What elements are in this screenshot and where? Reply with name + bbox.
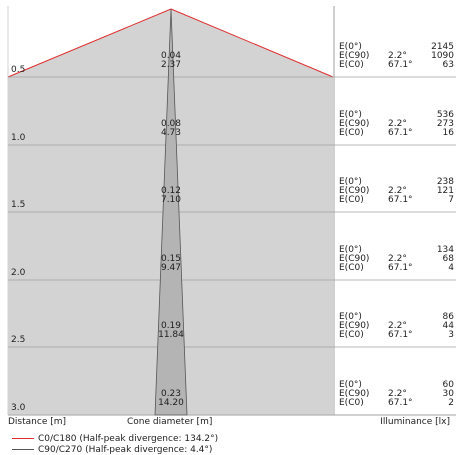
ec0-value: 3 [448, 330, 454, 340]
distance-label: 2.0 [11, 268, 26, 278]
ec90-value: 44 [443, 321, 455, 331]
ec90-label: E(C90) [339, 254, 369, 264]
e0-value: 134 [437, 245, 454, 255]
legend-swatch-c0-c180 [12, 438, 34, 439]
angle-c0-label: 67.1° [388, 398, 413, 408]
distance-axis-title: Distance [m] [8, 417, 67, 427]
c90-diameter-label: 0.19 [161, 321, 181, 331]
c90-diameter-label: 0.12 [161, 186, 181, 196]
distance-label: 2.5 [11, 335, 25, 345]
distance-label: 1.5 [11, 200, 25, 210]
ec90-value: 1090 [431, 51, 454, 61]
angle-c90-label: 2.2° [388, 254, 407, 264]
legend-label-c90-c270: C90/C270 (Half-peak divergence: 4.4°) [38, 445, 213, 455]
legend-item-c0-c180: C0/C180 (Half-peak divergence: 134.2°) [12, 434, 218, 444]
legend-label-c0-c180: C0/C180 (Half-peak divergence: 134.2°) [38, 434, 219, 444]
c0-diameter-label: 4.73 [161, 128, 181, 138]
angle-c90-label: 2.2° [388, 51, 407, 61]
ec0-value: 4 [448, 263, 454, 273]
angle-c90-label: 2.2° [388, 119, 407, 129]
c0-c180-right-edge [170, 8, 334, 78]
distance-label: 3.0 [11, 403, 26, 413]
ec0-label: E(C0) [339, 330, 364, 340]
ec90-label: E(C90) [339, 321, 369, 331]
cone-diagram: 0.50.042.37E(0°)E(C90)E(C0)2.2°67.1°2145… [7, 6, 456, 416]
distance-label: 1.0 [11, 133, 26, 143]
e0-label: E(0°) [339, 245, 362, 255]
angle-c0-label: 67.1° [388, 128, 413, 138]
ec0-value: 2 [448, 398, 454, 408]
e0-value: 86 [443, 312, 455, 322]
c90-diameter-label: 0.04 [161, 51, 181, 61]
c0-diameter-label: 2.37 [161, 60, 181, 70]
c0-diameter-label: 7.10 [161, 195, 181, 205]
e0-label: E(0°) [339, 110, 362, 120]
c0-c180-left-edge [7, 8, 172, 78]
e0-value: 2145 [431, 42, 454, 52]
c90-diameter-label: 0.08 [161, 119, 181, 129]
c90-diameter-label: 0.15 [161, 254, 181, 264]
ec0-value: 16 [443, 128, 455, 138]
e0-value: 536 [437, 110, 454, 120]
legend-swatch-c90-c270 [12, 449, 34, 450]
ec90-value: 273 [437, 119, 454, 129]
cone-diameter-axis-title: Cone diameter [m] [127, 417, 213, 427]
distance-label: 0.5 [11, 65, 25, 75]
e0-label: E(0°) [339, 42, 362, 52]
e0-value: 60 [443, 380, 455, 390]
c0-diameter-label: 14.20 [158, 398, 184, 408]
ec0-value: 7 [448, 195, 454, 205]
e0-label: E(0°) [339, 380, 362, 390]
ec0-label: E(C0) [339, 398, 364, 408]
ec0-label: E(C0) [339, 60, 364, 70]
c0-diameter-label: 11.84 [158, 330, 184, 340]
ec0-label: E(C0) [339, 263, 364, 273]
ec0-label: E(C0) [339, 128, 364, 138]
c90-c270-cone-area [154, 8, 188, 416]
e0-label: E(0°) [339, 177, 362, 187]
angle-c90-label: 2.2° [388, 321, 407, 331]
angle-c0-label: 67.1° [388, 263, 413, 273]
ec90-value: 121 [437, 186, 454, 196]
ec90-label: E(C90) [339, 51, 369, 61]
e0-value: 238 [437, 177, 454, 187]
angle-c90-label: 2.2° [388, 186, 407, 196]
legend-item-c90-c270: C90/C270 (Half-peak divergence: 4.4°) [12, 445, 212, 455]
ec90-value: 30 [443, 389, 455, 399]
angle-c0-label: 67.1° [388, 60, 413, 70]
ec90-label: E(C90) [339, 389, 369, 399]
ec90-label: E(C90) [339, 119, 369, 129]
ec0-label: E(C0) [339, 195, 364, 205]
ec0-value: 63 [443, 60, 454, 70]
ec90-label: E(C90) [339, 186, 369, 196]
c90-diameter-label: 0.23 [161, 389, 181, 399]
c0-diameter-label: 9.47 [161, 263, 181, 273]
angle-c0-label: 67.1° [388, 330, 413, 340]
e0-label: E(0°) [339, 312, 362, 322]
ec90-value: 68 [443, 254, 455, 264]
angle-c90-label: 2.2° [388, 389, 407, 399]
angle-c0-label: 67.1° [388, 195, 413, 205]
illuminance-axis-title: Illuminance [lx] [380, 417, 450, 427]
